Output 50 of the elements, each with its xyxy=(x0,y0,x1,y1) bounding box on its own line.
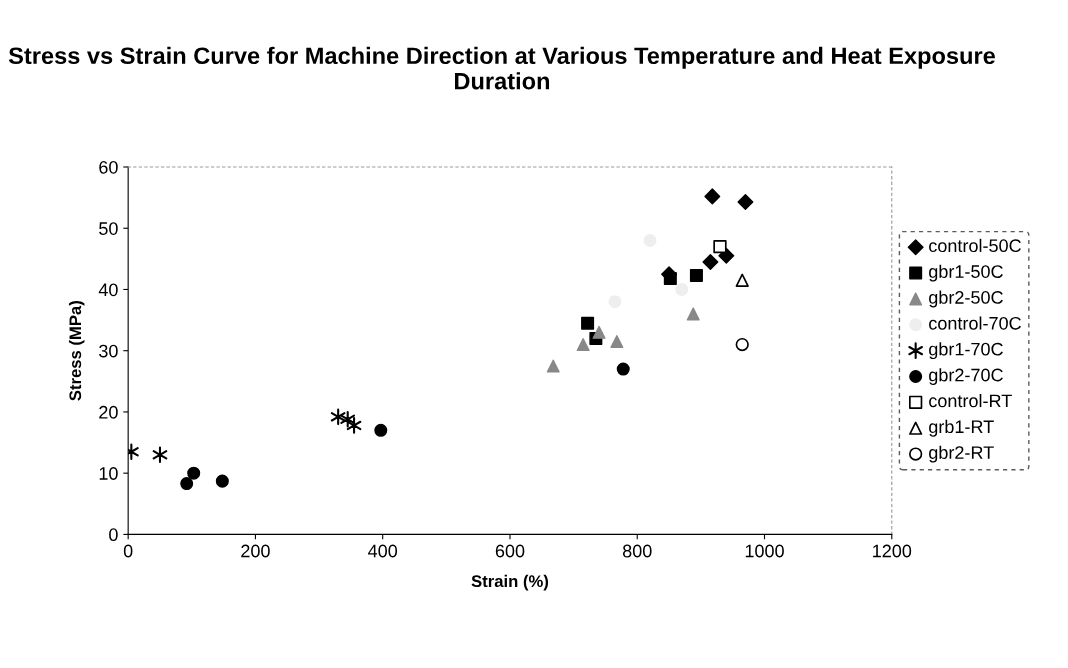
x-tick-label: 1200 xyxy=(873,544,912,558)
legend-label: grb1-RT xyxy=(929,419,994,437)
point xyxy=(713,239,727,254)
point xyxy=(215,474,229,488)
point xyxy=(152,446,168,464)
point xyxy=(346,417,362,434)
point xyxy=(610,335,624,349)
point xyxy=(689,268,703,282)
point xyxy=(576,338,590,352)
y-tick-label: 30 xyxy=(99,344,118,358)
point xyxy=(737,193,754,210)
point xyxy=(340,410,356,428)
point xyxy=(704,188,721,205)
chart-title: Stress vs Strain Curve for Machine Direction at Various Temperature and Heat Exposure Duration xyxy=(8,46,995,90)
y-tick-label: 50 xyxy=(99,222,118,235)
point xyxy=(702,253,719,270)
legend-label: gbr2-50C xyxy=(929,290,1003,308)
y-axis-title: Stress (MPa) xyxy=(68,301,85,401)
point xyxy=(616,362,630,376)
legend-label: control-70C xyxy=(929,316,1021,330)
point xyxy=(374,423,388,437)
point xyxy=(592,325,606,339)
x-tick-label: 400 xyxy=(368,544,398,558)
point xyxy=(180,477,194,491)
point xyxy=(187,466,201,480)
y-tick-label: 10 xyxy=(99,467,118,480)
point xyxy=(663,271,677,285)
point xyxy=(735,273,749,287)
point xyxy=(675,282,689,296)
y-tick-label: 40 xyxy=(98,283,118,297)
legend-label: control-50C xyxy=(929,238,1021,253)
point xyxy=(546,359,560,373)
x-tick-label: 200 xyxy=(241,544,270,558)
legend-label: gbr1-70C xyxy=(929,342,1003,360)
legend-label: gbr2-70C xyxy=(929,368,1003,385)
x-tick-label: 1000 xyxy=(745,544,784,558)
y-tick-label: 0 xyxy=(109,528,118,542)
legend-label: gbr2-RT xyxy=(929,445,994,463)
x-tick-label: 600 xyxy=(495,544,525,558)
point xyxy=(330,408,346,426)
x-axis-title: Strain (%) xyxy=(471,574,549,591)
y-tick-label: 20 xyxy=(99,405,118,419)
legend-label: gbr1-50C xyxy=(929,264,1003,282)
point xyxy=(735,337,749,352)
y-tick-label: 60 xyxy=(99,160,118,174)
point xyxy=(686,307,700,321)
legend-label: control-RT xyxy=(929,394,1012,408)
x-tick-label: 800 xyxy=(622,544,652,558)
x-tick-label: 0 xyxy=(123,544,133,558)
point xyxy=(581,316,595,330)
